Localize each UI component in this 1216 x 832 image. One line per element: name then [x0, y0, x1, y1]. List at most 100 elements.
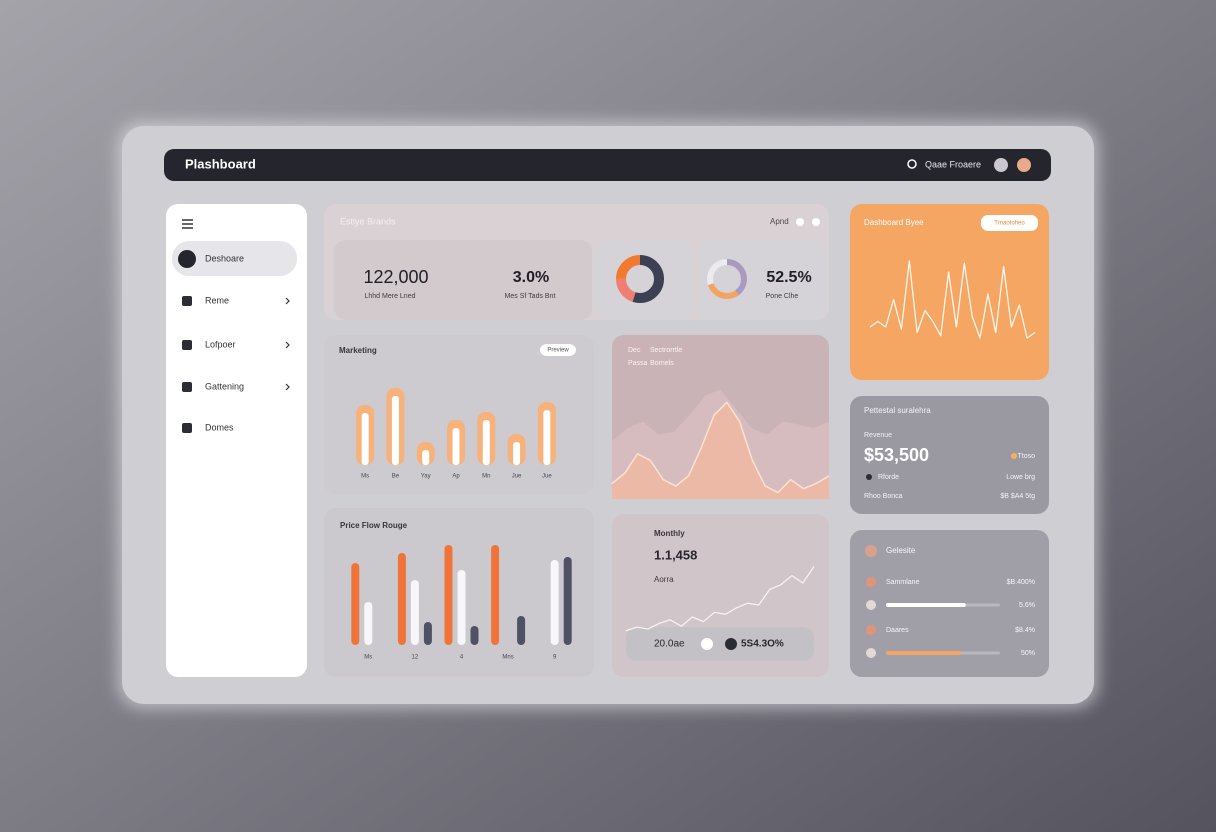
avatar — [866, 648, 876, 658]
active-item[interactable] — [172, 241, 297, 276]
label: Daares — [886, 627, 909, 634]
label: Marketing — [339, 346, 377, 355]
label: Ttoso — [1017, 453, 1035, 460]
label: $53,500 — [864, 445, 929, 465]
label[interactable]: Gattening — [205, 381, 244, 391]
label: $8.4% — [1015, 627, 1035, 634]
bar — [491, 545, 500, 645]
label: Estlye Brands — [340, 216, 396, 226]
label: Revenue — [864, 432, 892, 439]
label: $B $A4 5tg — [1000, 493, 1035, 500]
avatar — [866, 577, 876, 587]
label: Qaae Froaere — [925, 159, 981, 169]
label: Jue — [542, 474, 552, 480]
label: 5.6% — [1019, 602, 1035, 609]
bar — [470, 626, 479, 645]
line — [869, 260, 1036, 339]
label[interactable]: Reme — [205, 295, 229, 305]
bar-highlight — [482, 420, 490, 465]
avatar — [866, 600, 876, 610]
item-icon — [182, 382, 192, 392]
sidebar — [166, 204, 307, 677]
bar — [517, 616, 526, 645]
bar — [444, 545, 453, 645]
label: Lhhd Mere Lned — [365, 293, 416, 300]
label[interactable]: Lofpoer — [205, 339, 236, 349]
label: 52.5% — [766, 269, 811, 286]
donut-segment — [707, 259, 747, 299]
label: 4 — [460, 655, 464, 661]
control-dot[interactable] — [796, 218, 804, 226]
label: Ap — [452, 474, 460, 480]
orange-panel — [850, 204, 1049, 380]
label: Sectrorrtle — [650, 347, 682, 354]
area-line — [611, 401, 830, 494]
menu-icon — [182, 219, 193, 229]
item-icon — [182, 423, 192, 433]
bar-highlight — [452, 428, 460, 465]
label: Passa — [628, 360, 648, 367]
bell-icon[interactable] — [907, 159, 917, 169]
progress-fill — [886, 603, 966, 607]
area — [612, 402, 829, 499]
label: 3.0% — [513, 269, 549, 286]
label: Plashboard — [185, 156, 256, 171]
label[interactable]: Deshoare — [205, 253, 244, 263]
label: Yay — [421, 474, 431, 480]
label: Pettestal suralehra — [864, 406, 931, 415]
bar-highlight — [361, 413, 369, 465]
stat-card — [334, 240, 592, 320]
bar-highlight — [543, 410, 551, 465]
chevron — [285, 297, 290, 305]
avatar — [865, 545, 877, 557]
label: Mns — [502, 655, 513, 661]
icon — [725, 638, 737, 650]
label: 12 — [412, 655, 419, 661]
avatar[interactable] — [994, 158, 1008, 172]
label: Apnd — [770, 217, 789, 226]
bar-highlight — [391, 396, 399, 465]
label: 9 — [553, 655, 557, 661]
label: Lowe brg — [1006, 474, 1035, 481]
bar — [563, 557, 572, 645]
chevron — [285, 341, 290, 349]
label: Be — [392, 474, 400, 480]
button[interactable] — [540, 344, 576, 356]
label: Bornels — [650, 360, 674, 367]
bar-highlight — [422, 450, 430, 465]
bar — [550, 560, 559, 645]
bar — [410, 580, 419, 645]
label[interactable]: Trnaotoheo — [994, 221, 1025, 227]
label: Mes Sf Tads Bnt — [505, 293, 556, 300]
control-dot[interactable] — [812, 218, 820, 226]
avatar — [866, 625, 876, 635]
dot — [866, 474, 872, 480]
label: Rforde — [878, 474, 899, 481]
play-button[interactable] — [701, 638, 713, 650]
revenue-panel — [850, 396, 1049, 514]
item-icon — [178, 250, 196, 268]
bar — [364, 602, 373, 645]
label: 20.0ae — [654, 639, 685, 650]
label: Aorra — [654, 575, 674, 584]
button[interactable] — [981, 215, 1038, 231]
avatar[interactable] — [1017, 158, 1031, 172]
label: $B.400% — [1007, 579, 1035, 586]
bar-highlight — [513, 442, 521, 465]
top-bar — [164, 149, 1051, 181]
label: Dashboard Byee — [864, 218, 924, 227]
label: Ms — [361, 474, 369, 480]
label: Pone Clhe — [766, 293, 799, 300]
label: Price Flow Rouge — [340, 521, 408, 530]
bar — [423, 622, 432, 645]
donut-segment — [616, 255, 664, 303]
label[interactable]: Domes — [205, 422, 234, 432]
label: Sammlane — [886, 579, 920, 586]
label[interactable]: Preview — [547, 348, 569, 354]
donut-segment — [707, 259, 747, 299]
label: 1.1,458 — [654, 547, 697, 562]
label: Dec — [628, 347, 641, 354]
bar — [397, 553, 406, 645]
